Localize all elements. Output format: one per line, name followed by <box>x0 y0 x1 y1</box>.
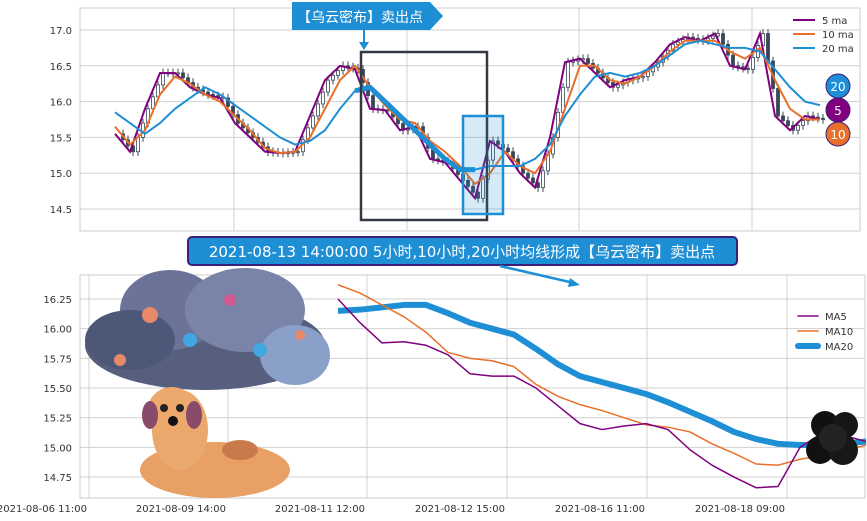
signal-highlight-box <box>461 114 505 216</box>
candle-body <box>296 151 300 154</box>
banner-text: 2021-08-13 14:00:00 5小时,10小时,20小时均线形成【乌云… <box>209 243 715 261</box>
y-tick-label: 15.0 <box>50 169 72 180</box>
candle-body <box>491 140 495 161</box>
candle-body <box>801 120 805 126</box>
x-tick-label: 2021-08-11 12:00 <box>275 504 365 515</box>
line-MA10 <box>337 284 867 466</box>
y-tick-label: 14.5 <box>50 205 72 216</box>
candle-body <box>321 91 325 105</box>
line-MA20 <box>337 301 867 449</box>
y-tick-label: 15.50 <box>43 384 72 395</box>
ma20-highlight <box>354 84 475 173</box>
candle-body <box>746 67 750 70</box>
candle-body <box>676 41 680 45</box>
badge-5: 5 <box>834 104 842 118</box>
x-tick-label: 2021-08-06 11:00 <box>0 504 87 515</box>
candle-body <box>786 120 790 126</box>
y-tick-label: 17.0 <box>50 26 72 37</box>
candle-body <box>616 84 620 88</box>
candle-body <box>521 165 525 174</box>
y-tick-label: 15.00 <box>43 443 72 454</box>
candle-body <box>466 179 470 187</box>
legend-label: 5 ma <box>822 16 847 27</box>
candle-body <box>641 76 645 79</box>
badge-10: 10 <box>830 128 845 142</box>
legend-label: MA20 <box>825 342 853 353</box>
arrow-down-icon <box>359 42 369 50</box>
candle-body <box>181 72 185 79</box>
candle-body <box>796 125 800 131</box>
signal-banner: 2021-08-13 14:00:00 5小时,10小时,20小时均线形成【乌云… <box>187 236 738 287</box>
candle-body <box>336 70 340 76</box>
candle-body <box>781 115 785 122</box>
candle-body <box>136 136 140 153</box>
legend-label: MA5 <box>825 312 847 323</box>
y-tick-label: 15.75 <box>43 354 72 365</box>
candle-body <box>731 54 735 67</box>
x-tick-label: 2021-08-12 15:00 <box>415 504 505 515</box>
candle-body <box>526 172 530 179</box>
candle-body <box>566 61 570 88</box>
sell-signal-callout: 【乌云密布】卖出点 <box>292 2 443 50</box>
y-tick-label: 15.5 <box>50 133 72 144</box>
candle-body <box>711 35 715 39</box>
candle-body <box>776 88 780 117</box>
legend-label: 10 ma <box>822 30 854 41</box>
dark-cloud-region-box <box>359 50 489 222</box>
y-tick-label: 15.25 <box>43 414 72 425</box>
x-tick-label: 2021-08-18 09:00 <box>695 504 785 515</box>
candle-body <box>371 95 375 110</box>
y-tick-label: 16.0 <box>50 98 72 109</box>
candle-body <box>496 140 500 145</box>
y-tick-label: 14.75 <box>43 473 72 484</box>
candle-body <box>531 177 535 184</box>
line-MA5 <box>337 298 867 489</box>
candle-body <box>586 58 590 64</box>
x-tick-label: 2021-08-16 11:00 <box>555 504 645 515</box>
top-chart: 17.0 16.5 16.0 15.5 15.0 14.5 5 ma 10 ma 20 ma <box>50 7 861 232</box>
candle-body <box>326 79 330 93</box>
dark-cloud-icon <box>806 411 858 465</box>
candle-body <box>766 33 770 62</box>
callout-text: 【乌云密布】卖出点 <box>297 9 423 26</box>
arrow-icon <box>568 278 580 287</box>
line-5ma <box>114 30 821 201</box>
y-tick-label: 16.00 <box>43 325 72 336</box>
candle-body <box>311 115 315 129</box>
dog-illustration <box>140 387 290 498</box>
badge-20: 20 <box>830 80 845 94</box>
candle-body <box>541 170 545 188</box>
candle-body <box>316 103 320 117</box>
candle-body <box>331 74 335 81</box>
candle-body <box>161 72 165 86</box>
candle-body <box>471 185 475 193</box>
candle-body <box>751 57 755 70</box>
y-tick-label: 16.25 <box>43 295 72 306</box>
candle-body <box>721 33 725 45</box>
legend-label: 20 ma <box>822 44 854 55</box>
candle-body <box>506 147 510 153</box>
legend-label: MA10 <box>825 327 853 338</box>
candle-body <box>821 117 825 120</box>
storm-cloud-illustration <box>85 268 330 390</box>
ma-badges: 20 5 10 <box>825 73 851 147</box>
y-tick-label: 16.5 <box>50 62 72 73</box>
x-tick-label: 2021-08-09 14:00 <box>136 504 226 515</box>
